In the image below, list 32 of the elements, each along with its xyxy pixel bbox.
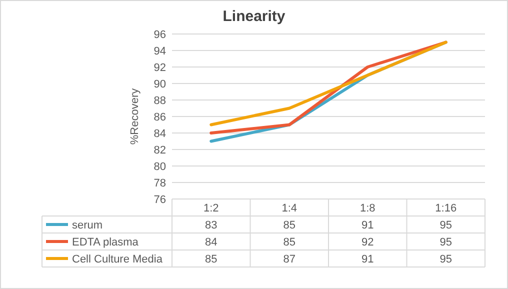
y-tick-label: 94 [154,46,166,58]
x-tick-label: 1:16 [435,202,457,214]
data-label: 83 [205,220,218,232]
y-tick-label: 84 [154,128,166,140]
data-label: 85 [283,220,296,232]
x-tick-label: 1:8 [360,202,376,214]
y-tick-label: 78 [154,178,166,190]
y-tick-label: 96 [154,29,166,41]
legend-label: EDTA plasma [72,236,140,248]
y-tick-label: 80 [154,161,166,173]
x-tick-label: 1:2 [203,202,219,214]
y-axis-title: %Recovery [129,88,141,145]
data-label: 95 [440,236,452,248]
data-label: 95 [440,220,452,232]
y-tick-label: 88 [154,95,166,107]
legend-label: serum [72,220,103,232]
y-tick-label: 76 [154,194,166,206]
y-tick-label: 82 [154,144,166,156]
data-label: 92 [362,236,374,248]
data-label: 91 [362,220,374,232]
y-tick-label: 90 [154,78,166,90]
y-tick-label: 86 [154,112,166,124]
chart-title: Linearity [222,8,286,25]
y-tick-label: 92 [154,62,166,74]
legend-label: Cell Culture Media [72,254,164,266]
data-label: 85 [205,254,218,266]
x-tick-label: 1:4 [282,202,298,214]
data-label: 84 [205,236,218,248]
data-label: 91 [362,254,374,266]
data-label: 85 [283,236,296,248]
data-label: 95 [440,254,452,266]
data-label: 87 [283,254,296,266]
